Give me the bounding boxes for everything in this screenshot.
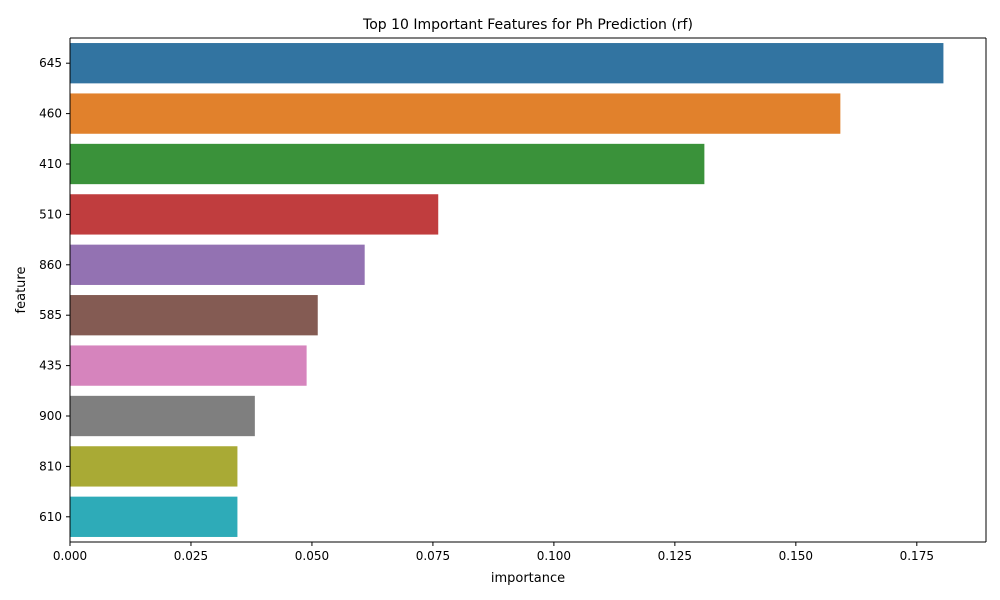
bar-460 [70, 93, 841, 134]
y-tick-label: 460 [39, 107, 62, 121]
x-axis-label: importance [491, 571, 565, 586]
y-tick-label: 585 [39, 308, 62, 322]
bar-435 [70, 345, 307, 386]
x-tick-label: 0.125 [658, 549, 692, 563]
x-axis-ticks: 0.000 0.025 0.050 0.075 0.100 0.125 0.150 0.175 [53, 542, 934, 563]
x-tick-label: 0.025 [174, 549, 208, 563]
y-tick-label: 900 [39, 409, 62, 423]
y-axis-label: feature [14, 267, 29, 314]
bar-860 [70, 244, 365, 285]
bar-810 [70, 446, 238, 487]
y-tick-label: 645 [39, 56, 62, 70]
y-tick-label: 510 [39, 207, 62, 221]
bars-group [70, 43, 944, 537]
x-tick-label: 0.050 [295, 549, 329, 563]
y-tick-label: 410 [39, 157, 62, 171]
bar-645 [70, 43, 944, 84]
y-tick-label: 860 [39, 258, 62, 272]
x-tick-label: 0.150 [779, 549, 813, 563]
bar-510 [70, 194, 439, 235]
x-tick-label: 0.075 [416, 549, 450, 563]
y-axis-ticks: 645 460 410 510 860 585 435 900 810 610 [39, 56, 70, 524]
y-tick-label: 610 [39, 510, 62, 524]
bar-585 [70, 295, 318, 336]
x-tick-label: 0.175 [900, 549, 934, 563]
chart-title: Top 10 Important Features for Ph Predict… [362, 17, 693, 33]
bar-410 [70, 143, 705, 185]
y-tick-label: 810 [39, 459, 62, 473]
bar-610 [70, 496, 238, 537]
y-tick-label: 435 [39, 359, 62, 373]
x-tick-label: 0.000 [53, 549, 87, 563]
bar-900 [70, 395, 255, 437]
x-tick-label: 0.100 [537, 549, 571, 563]
